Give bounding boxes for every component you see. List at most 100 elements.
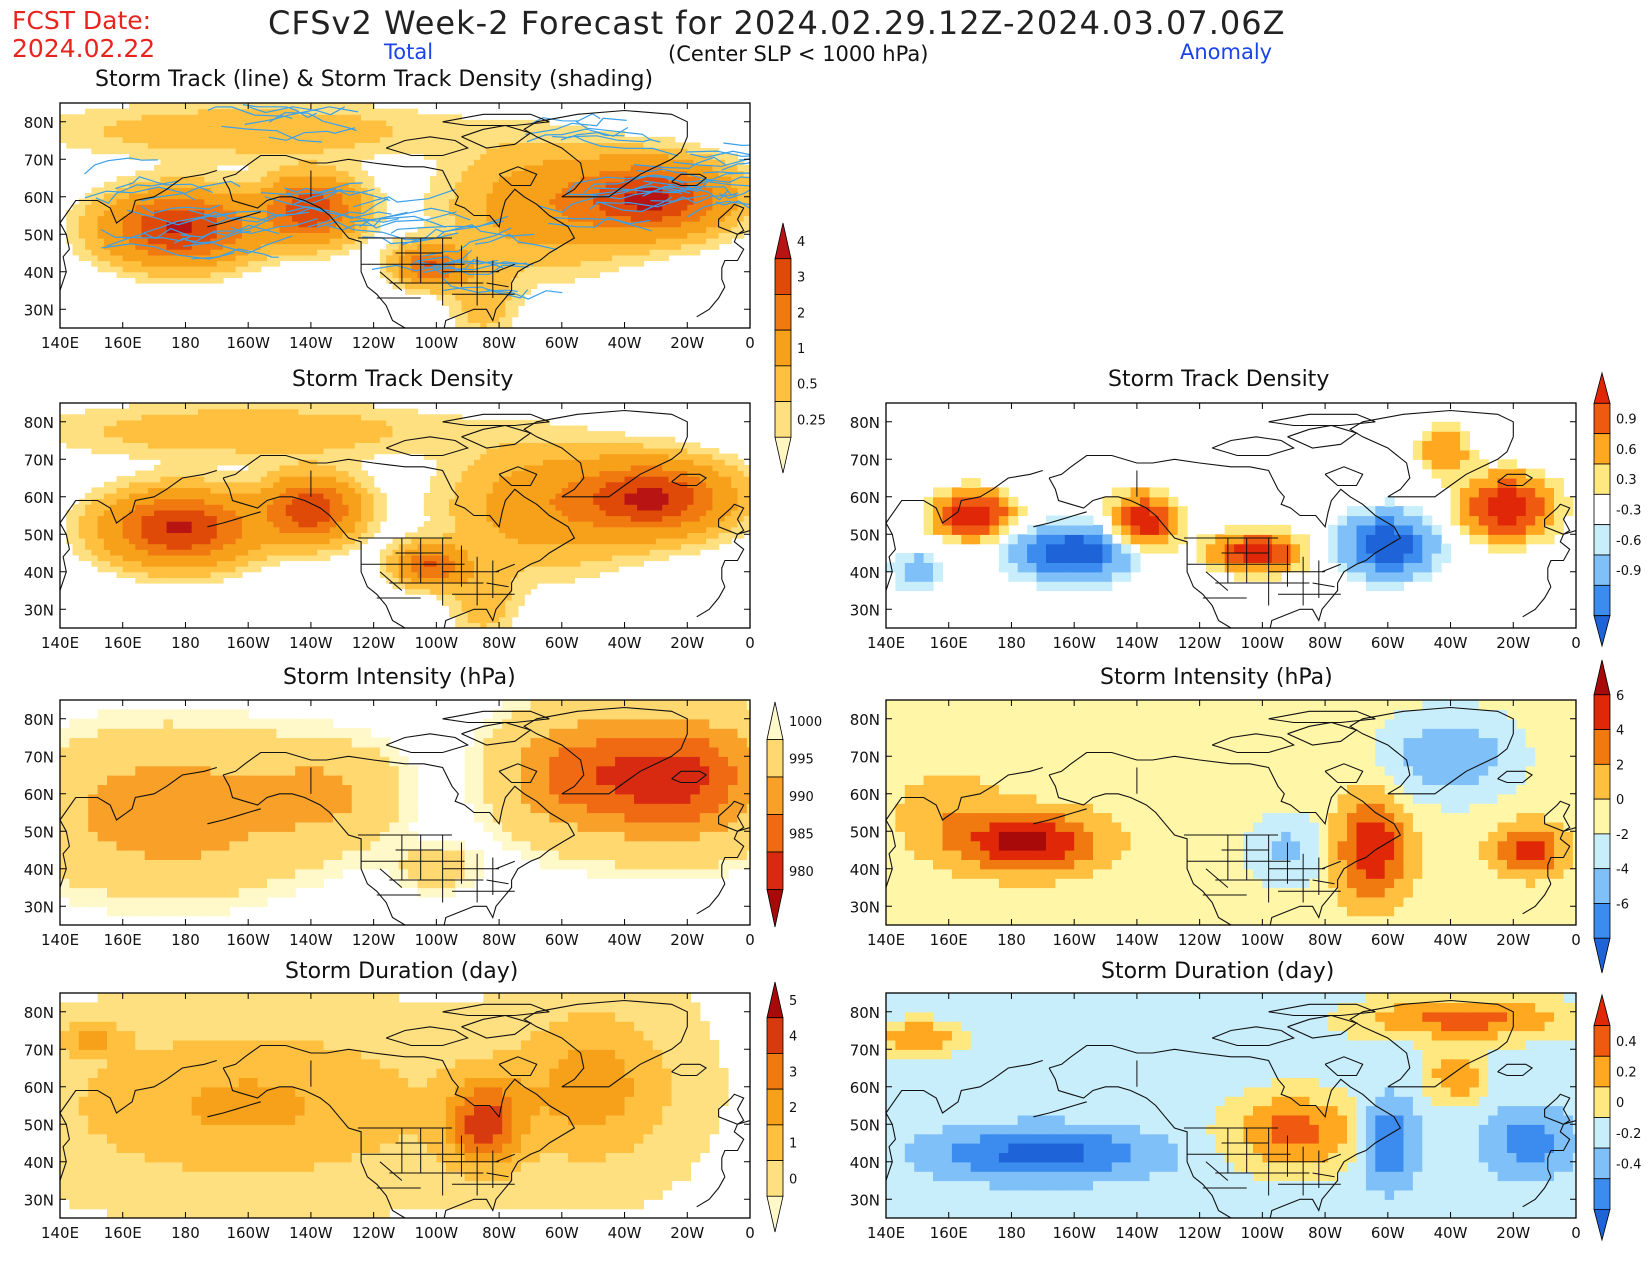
lon-tick-label: 120W — [352, 634, 396, 652]
lon-tick-label: 80W — [1308, 1224, 1342, 1242]
lon-tick-label: 160E — [104, 334, 142, 352]
lon-tick-label: 140E — [867, 634, 905, 652]
map-panel-density-anom: 80N 70N 60N 50N 40N 30N 140E 160E 180 160W 140W 120… — [850, 402, 1581, 652]
lon-tick-label: 140W — [289, 1224, 333, 1242]
colorbar-label: 0 — [1616, 793, 1624, 808]
lon-tick-label: 20W — [1496, 1224, 1530, 1242]
lon-tick-label: 60W — [1371, 931, 1405, 949]
colorbar-label: -0.6 — [1616, 534, 1641, 549]
lon-tick-label: 40W — [1434, 931, 1468, 949]
map-panel-track-total: 80N 70N 60N 50N 40N 30N 140E 160E 180 160W 140W 120… — [24, 102, 755, 352]
lat-tick-label: 80N — [850, 711, 880, 729]
lon-tick-label: 60W — [545, 634, 579, 652]
lon-tick-label: 60W — [545, 334, 579, 352]
lat-tick-label: 70N — [24, 451, 54, 469]
lon-tick-label: 140E — [867, 1224, 905, 1242]
lon-tick-label: 20W — [670, 1224, 704, 1242]
lon-tick-label: 140W — [1115, 931, 1159, 949]
lat-tick-label: 50N — [24, 823, 54, 841]
coastlines — [60, 999, 750, 1218]
lat-tick-label: 60N — [850, 1079, 880, 1097]
colorbar-label: -0.2 — [1616, 1127, 1641, 1142]
lon-tick-label: 100W — [415, 634, 459, 652]
lon-tick-label: 40W — [608, 334, 642, 352]
coastlines — [886, 706, 1576, 925]
coastlines — [60, 409, 750, 628]
colorbar-label: 5 — [789, 994, 797, 1009]
lon-tick-label: 0 — [1571, 931, 1581, 949]
colorbar-label: 1 — [789, 1137, 797, 1152]
map-panel-density-total: 80N 70N 60N 50N 40N 30N 140E 160E 180 160W 140W 120… — [24, 402, 755, 652]
colorbar-label: 0.25 — [797, 413, 826, 428]
lon-tick-label: 40W — [608, 634, 642, 652]
lat-tick-label: 30N — [24, 898, 54, 916]
lat-tick-label: 40N — [24, 264, 54, 282]
lon-tick-label: 20W — [670, 334, 704, 352]
coastlines — [886, 409, 1576, 628]
panel-title-intensity-anom: Storm Intensity (hPa) — [1100, 665, 1333, 690]
lon-tick-label: 40W — [1434, 634, 1468, 652]
lon-tick-label: 180 — [171, 1224, 200, 1242]
colorbar-label: 2 — [1616, 758, 1624, 773]
panel-title-duration-anom: Storm Duration (day) — [1101, 959, 1335, 984]
colorbar-label: 0.4 — [1616, 1035, 1637, 1050]
lon-tick-label: 140E — [41, 634, 79, 652]
lat-tick-label: 60N — [850, 786, 880, 804]
lat-tick-label: 40N — [850, 861, 880, 879]
lon-tick-label: 80W — [482, 1224, 516, 1242]
lon-tick-label: 180 — [997, 634, 1026, 652]
lon-tick-label: 120W — [1178, 1224, 1222, 1242]
lat-tick-label: 80N — [24, 114, 54, 132]
lat-tick-label: 30N — [24, 301, 54, 319]
lon-tick-label: 100W — [415, 1224, 459, 1242]
lon-tick-label: 0 — [745, 334, 755, 352]
colorbar-intensity_anom: -6 -4 -2 0 2 4 6 — [1593, 659, 1629, 974]
panel-title-intensity-total: Storm Intensity (hPa) — [283, 665, 516, 690]
anomaly-column-label: Anomaly — [1180, 40, 1273, 64]
colorbar-intensity_total: 980 985 990 995 1000 — [766, 701, 822, 928]
lon-tick-label: 60W — [545, 931, 579, 949]
lon-tick-label: 140E — [41, 931, 79, 949]
lon-tick-label: 80W — [482, 334, 516, 352]
colorbar-label: 6 — [1616, 689, 1624, 704]
map-frame — [59, 992, 751, 1219]
lon-tick-label: 40W — [1434, 1224, 1468, 1242]
lat-tick-label: 70N — [850, 1041, 880, 1059]
map-panel-intensity-total: 80N 70N 60N 50N 40N 30N 140E 160E 180 160W 140W 120… — [24, 699, 755, 949]
lon-tick-label: 0 — [1571, 634, 1581, 652]
lon-tick-label: 180 — [171, 634, 200, 652]
lon-tick-label: 140E — [867, 931, 905, 949]
lat-tick-label: 30N — [24, 1191, 54, 1209]
lat-tick-label: 40N — [24, 861, 54, 879]
lon-tick-label: 160W — [1052, 931, 1096, 949]
lon-tick-label: 140E — [41, 334, 79, 352]
figure-title: CFSv2 Week-2 Forecast for 2024.02.29.12Z… — [268, 4, 1286, 42]
coastlines — [60, 706, 750, 925]
lat-tick-label: 60N — [24, 189, 54, 207]
lat-tick-label: 50N — [24, 226, 54, 244]
lon-tick-label: 160W — [1052, 634, 1096, 652]
lon-tick-label: 180 — [171, 931, 200, 949]
lat-tick-label: 80N — [24, 414, 54, 432]
lat-tick-label: 50N — [850, 1116, 880, 1134]
lat-tick-label: 50N — [850, 823, 880, 841]
lon-tick-label: 160W — [226, 634, 270, 652]
coastlines — [60, 109, 750, 328]
lon-tick-label: 180 — [997, 931, 1026, 949]
colorbar-density_total: 0.25 0.5 1 2 3 4 — [774, 222, 826, 474]
lon-tick-label: 160W — [226, 334, 270, 352]
lat-tick-label: 40N — [24, 1154, 54, 1172]
map-panel-duration-total: 80N 70N 60N 50N 40N 30N 140E 160E 180 160W 140W 120… — [24, 992, 755, 1242]
lat-tick-label: 70N — [24, 1041, 54, 1059]
lon-tick-label: 100W — [1241, 931, 1285, 949]
colorbar-label: 4 — [1616, 724, 1624, 739]
colorbar-label: 995 — [789, 752, 814, 767]
lon-tick-label: 100W — [1241, 634, 1285, 652]
lon-tick-label: 120W — [352, 931, 396, 949]
map-frame — [59, 102, 751, 329]
lat-tick-label: 40N — [850, 1154, 880, 1172]
colorbar-label: 2 — [797, 306, 805, 321]
lon-tick-label: 160E — [930, 1224, 968, 1242]
lon-tick-label: 180 — [171, 334, 200, 352]
map-panel-duration-anom: 80N 70N 60N 50N 40N 30N 140E 160E 180 160W 140W 120… — [850, 992, 1581, 1242]
